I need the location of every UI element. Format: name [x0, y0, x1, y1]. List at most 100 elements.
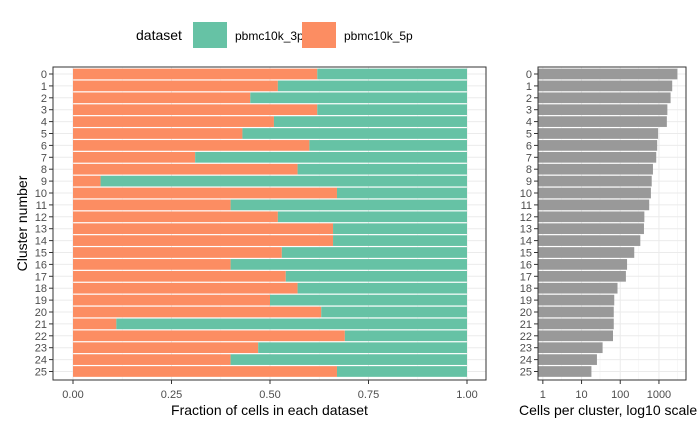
bar-pbmc10k_5p-cluster-1 — [73, 80, 278, 92]
count-y-tick-label: 15 — [520, 248, 532, 260]
count-y-tick-label: 20 — [520, 307, 532, 319]
count-y-tick-label: 25 — [520, 367, 532, 379]
bar-pbmc10k_3p-cluster-23 — [258, 342, 467, 354]
fraction-x-tick-label: 0.00 — [62, 389, 83, 401]
count-y-tick-label: 2 — [526, 93, 532, 105]
count-bar-cluster-13 — [538, 223, 644, 235]
count-bar-cluster-20 — [538, 306, 614, 318]
bar-pbmc10k_3p-cluster-0 — [317, 68, 467, 80]
fraction-y-tick-label: 6 — [41, 140, 47, 152]
bar-pbmc10k_5p-cluster-16 — [73, 259, 231, 270]
count-bar-cluster-4 — [538, 116, 667, 127]
bar-pbmc10k_5p-cluster-6 — [73, 140, 310, 151]
fraction-x-tick-label: 0.25 — [161, 389, 182, 401]
bar-pbmc10k_3p-cluster-9 — [100, 175, 467, 187]
fraction-y-tick-label: 2 — [41, 93, 47, 105]
count-bars — [538, 68, 678, 377]
count-y-tick-label: 10 — [520, 188, 532, 200]
count-panel-border — [537, 66, 687, 381]
fraction-y-tick-label: 25 — [35, 367, 47, 379]
bar-pbmc10k_5p-cluster-10 — [73, 187, 337, 199]
count-y-tick-label: 23 — [520, 343, 532, 355]
count-y-tick-label: 0 — [526, 69, 532, 81]
count-bar-cluster-16 — [538, 259, 628, 270]
fraction-y-axis: 0123456789101112131415161718192021222324… — [35, 69, 53, 379]
count-y-tick-label: 12 — [520, 212, 532, 224]
bar-pbmc10k_3p-cluster-19 — [270, 294, 467, 306]
count-y-tick-label: 8 — [526, 164, 532, 176]
legend-key-pbmc10k-3p — [193, 22, 227, 48]
fraction-y-tick-label: 0 — [41, 69, 47, 81]
count-bar-cluster-25 — [538, 366, 592, 377]
count-y-tick-label: 18 — [520, 283, 532, 295]
count-bar-cluster-6 — [538, 140, 658, 151]
count-y-tick-label: 9 — [526, 176, 532, 188]
fraction-y-tick-label: 23 — [35, 343, 47, 355]
count-y-tick-label: 4 — [526, 117, 532, 129]
fraction-x-tick-label: 1.00 — [456, 389, 477, 401]
fraction-y-tick-label: 17 — [35, 271, 47, 283]
bar-pbmc10k_3p-cluster-25 — [336, 366, 467, 377]
count-y-tick-label: 3 — [526, 105, 532, 117]
fraction-y-tick-label: 1 — [41, 81, 47, 93]
count-bar-cluster-1 — [538, 80, 673, 92]
bar-pbmc10k_3p-cluster-18 — [297, 282, 467, 294]
count-bar-cluster-21 — [538, 318, 614, 330]
bar-pbmc10k_3p-cluster-10 — [336, 187, 467, 199]
fraction-y-tick-label: 24 — [35, 355, 47, 367]
count-bar-cluster-18 — [538, 282, 618, 294]
bar-pbmc10k_3p-cluster-8 — [297, 163, 467, 175]
count-bar-cluster-24 — [538, 354, 597, 365]
bar-pbmc10k_3p-cluster-1 — [277, 80, 467, 92]
bar-pbmc10k_5p-cluster-12 — [73, 211, 278, 223]
fraction-x-tick-label: 0.50 — [259, 389, 280, 401]
count-x-tick-label: 1 — [540, 389, 546, 401]
count-y-tick-label: 7 — [526, 152, 532, 164]
count-y-tick-label: 17 — [520, 271, 532, 283]
bar-pbmc10k_3p-cluster-6 — [309, 140, 467, 151]
count-bar-cluster-15 — [538, 247, 635, 258]
count-bar-cluster-12 — [538, 211, 645, 223]
bar-pbmc10k_5p-cluster-9 — [73, 175, 101, 187]
fraction-y-axis-title: Cluster number — [14, 175, 30, 271]
fraction-y-tick-label: 12 — [35, 212, 47, 224]
bar-pbmc10k_3p-cluster-2 — [250, 92, 467, 104]
bar-pbmc10k_3p-cluster-5 — [242, 128, 467, 139]
count-bar-cluster-10 — [538, 187, 651, 199]
legend-label-pbmc10k-5p: pbmc10k_5p — [344, 29, 413, 43]
count-bar-cluster-3 — [538, 104, 668, 116]
fraction-y-tick-label: 4 — [41, 117, 47, 129]
bar-pbmc10k_3p-cluster-12 — [277, 211, 467, 223]
bar-pbmc10k_3p-cluster-15 — [281, 247, 467, 258]
count-bar-cluster-2 — [538, 92, 671, 104]
count-bar-cluster-5 — [538, 128, 659, 139]
bar-pbmc10k_3p-cluster-22 — [344, 330, 467, 342]
bar-pbmc10k_5p-cluster-22 — [73, 330, 345, 342]
fraction-y-tick-label: 15 — [35, 248, 47, 260]
count-y-tick-label: 21 — [520, 319, 532, 331]
count-y-tick-label: 13 — [520, 224, 532, 236]
count-y-tick-label: 22 — [520, 331, 532, 343]
bar-pbmc10k_3p-cluster-14 — [333, 235, 467, 246]
fraction-y-tick-label: 22 — [35, 331, 47, 343]
count-bar-cluster-11 — [538, 199, 650, 211]
bar-pbmc10k_3p-cluster-16 — [230, 259, 467, 270]
bar-pbmc10k_5p-cluster-19 — [73, 294, 270, 306]
count-y-axis: 0123456789101112131415161718192021222324… — [520, 69, 538, 379]
count-x-tick-label: 10 — [575, 389, 587, 401]
count-bar-cluster-0 — [538, 68, 678, 80]
bar-pbmc10k_3p-cluster-3 — [317, 104, 467, 116]
count-y-tick-label: 11 — [521, 200, 532, 212]
fraction-y-tick-label: 8 — [41, 164, 47, 176]
fraction-bars — [73, 68, 467, 377]
count-x-tick-label: 100 — [611, 389, 629, 401]
count-bar-cluster-17 — [538, 270, 626, 282]
count-y-tick-label: 19 — [520, 295, 532, 307]
count-y-tick-label: 24 — [520, 355, 532, 367]
legend-title: dataset — [136, 27, 182, 43]
count-y-tick-label: 16 — [520, 259, 532, 271]
bar-pbmc10k_5p-cluster-18 — [73, 282, 298, 294]
bar-pbmc10k_3p-cluster-20 — [321, 306, 467, 318]
fraction-y-tick-label: 9 — [41, 176, 47, 188]
